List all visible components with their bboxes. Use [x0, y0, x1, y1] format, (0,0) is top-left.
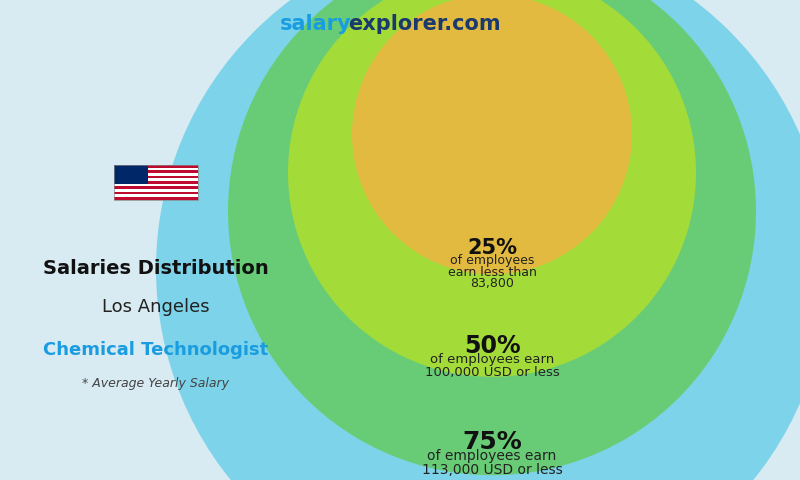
Bar	[114, 165, 198, 168]
Bar	[114, 165, 148, 184]
Ellipse shape	[288, 0, 696, 377]
Bar	[114, 168, 198, 170]
Text: * Average Yearly Salary: * Average Yearly Salary	[82, 377, 230, 391]
Bar	[114, 181, 198, 184]
Text: earn less than: earn less than	[447, 265, 537, 278]
Ellipse shape	[156, 0, 800, 480]
Bar	[114, 179, 198, 181]
Text: of employees earn: of employees earn	[427, 449, 557, 463]
Text: Los Angeles: Los Angeles	[102, 298, 210, 316]
Text: explorer.com: explorer.com	[348, 14, 501, 35]
Bar	[114, 189, 198, 192]
Bar	[114, 197, 198, 200]
Bar	[114, 184, 198, 186]
Text: of employees earn: of employees earn	[430, 353, 554, 367]
Text: 83,800: 83,800	[470, 276, 514, 289]
Text: of employees: of employees	[450, 254, 534, 267]
Text: Chemical Technologist: Chemical Technologist	[43, 341, 269, 360]
Text: salary: salary	[280, 14, 352, 35]
Text: 113,000 USD or less: 113,000 USD or less	[422, 463, 562, 478]
Ellipse shape	[352, 0, 632, 275]
Text: 25%: 25%	[467, 238, 517, 258]
Ellipse shape	[228, 0, 756, 475]
Bar	[114, 192, 198, 194]
Bar	[114, 176, 198, 179]
Bar	[114, 194, 198, 197]
Text: 100,000 USD or less: 100,000 USD or less	[425, 366, 559, 380]
Bar	[114, 170, 198, 173]
Text: 50%: 50%	[464, 334, 520, 358]
Bar	[114, 186, 198, 189]
Text: Salaries Distribution: Salaries Distribution	[43, 259, 269, 278]
Bar	[114, 173, 198, 176]
Text: 75%: 75%	[462, 430, 522, 454]
